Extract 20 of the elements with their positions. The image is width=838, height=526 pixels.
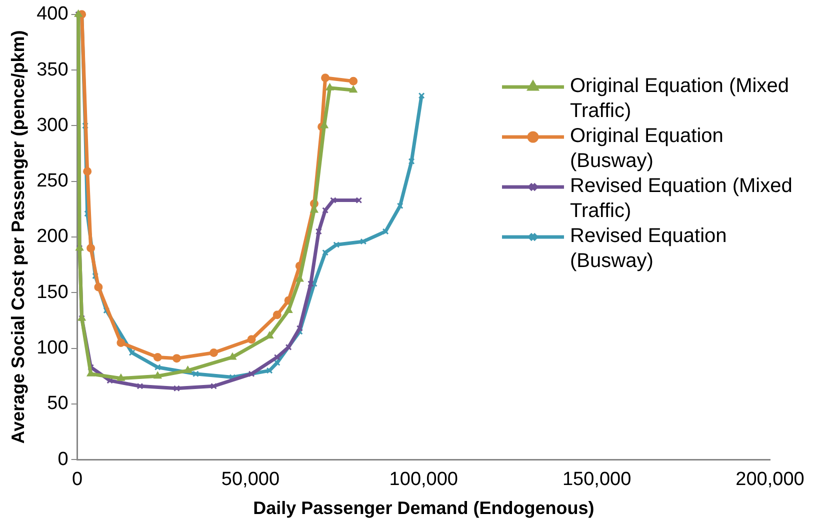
y-tick-label: 100 — [36, 338, 68, 359]
x-tick-label: 200,000 — [736, 469, 804, 490]
y-tick-label: 250 — [36, 170, 68, 192]
y-axis-title: Average Social Cost per Passenger (pence/pkm) — [8, 30, 28, 444]
y-tick-label: 200 — [36, 226, 68, 248]
x-tick-label: 100,000 — [389, 469, 458, 490]
y-tick-label: 150 — [36, 282, 68, 303]
x-tick-label: 0 — [72, 469, 83, 490]
legend-label: Revised Equation (Busway) — [570, 224, 728, 274]
y-tick-label: 350 — [36, 59, 68, 80]
y-tick-label: 400 — [36, 4, 68, 25]
x-axis-title: Daily Passenger Demand (Endogenous) — [253, 498, 594, 518]
y-tick-label: 50 — [47, 393, 68, 414]
legend-label: Original Equation (Mixed Traffic) — [570, 74, 790, 124]
y-tick-label: 0 — [58, 448, 68, 470]
legend-label: Revised Equation (Mixed Traffic) — [570, 174, 794, 224]
x-tick-label: 150,000 — [562, 469, 632, 490]
legend-label: Original Equation (Busway) — [570, 124, 724, 174]
y-tick-label: 300 — [36, 114, 68, 136]
x-tick-label: 50,000 — [221, 469, 280, 490]
